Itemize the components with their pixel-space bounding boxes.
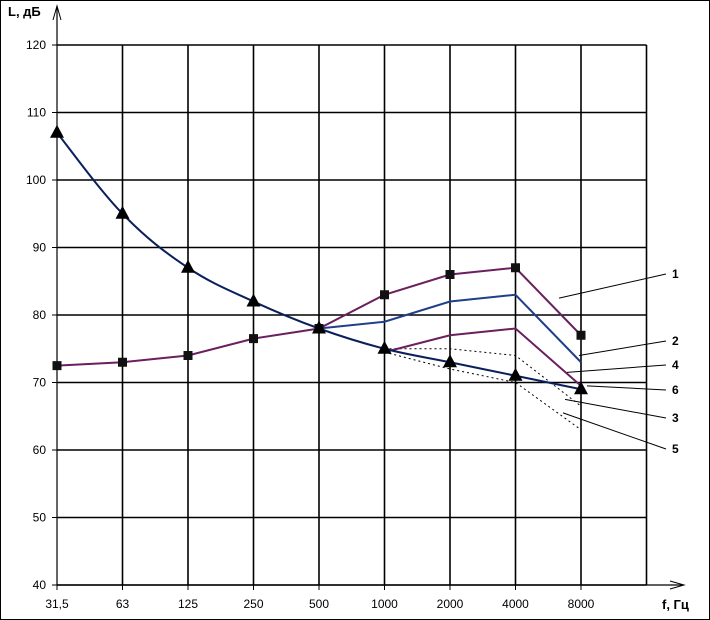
x-axis-title: f, Гц bbox=[662, 597, 689, 612]
leader-line-4 bbox=[566, 364, 667, 373]
marker-square bbox=[52, 361, 62, 371]
y-tick-label: 70 bbox=[33, 376, 47, 390]
marker-square bbox=[445, 270, 455, 279]
series-annotation-4: 4 bbox=[672, 358, 679, 372]
x-tick-label: 63 bbox=[116, 597, 130, 611]
y-tick-label: 120 bbox=[26, 38, 46, 52]
marker-square bbox=[576, 330, 586, 340]
marker-triangle bbox=[50, 124, 64, 138]
series-line-4 bbox=[384, 348, 582, 407]
series-annotation-6: 6 bbox=[672, 383, 679, 397]
y-axis-title: L, дБ bbox=[8, 4, 41, 19]
axes bbox=[52, 4, 686, 590]
y-axis-arrow bbox=[52, 4, 62, 21]
marker-triangle bbox=[115, 205, 130, 219]
x-tick-label: 2000 bbox=[437, 597, 464, 611]
marker-square bbox=[118, 357, 127, 367]
x-tick-label: 8000 bbox=[568, 597, 595, 611]
grid bbox=[57, 44, 648, 586]
x-tick-label: 31,5 bbox=[45, 597, 69, 611]
y-tick-label: 60 bbox=[33, 443, 47, 457]
x-tick-label: 250 bbox=[243, 597, 263, 611]
marker-triangle bbox=[246, 293, 261, 307]
leader-line-1 bbox=[558, 273, 667, 299]
leader-line-2 bbox=[578, 340, 667, 356]
annotation-leaders: 1 2 4 6 3 5 bbox=[558, 267, 679, 456]
series-annotation-2: 2 bbox=[672, 334, 679, 348]
y-tick-label: 40 bbox=[33, 578, 47, 592]
x-tick-label: 500 bbox=[309, 597, 329, 611]
x-tick-label: 125 bbox=[178, 597, 198, 611]
x-axis-arrow bbox=[669, 580, 686, 590]
leader-line-6 bbox=[586, 385, 667, 391]
leader-line-5 bbox=[562, 412, 667, 450]
marker-triangle bbox=[312, 320, 326, 334]
series-line-5 bbox=[384, 351, 582, 431]
series-annotation-5: 5 bbox=[672, 442, 679, 456]
markers-layer bbox=[50, 124, 588, 395]
y-tick-label: 110 bbox=[27, 106, 46, 120]
marker-triangle bbox=[508, 367, 523, 381]
tick-labels: 31,5 63 125 250 500 1000 2000 4000 8000 40 50 60 70 8… bbox=[26, 38, 595, 611]
marker-triangle bbox=[181, 259, 195, 273]
marker-square bbox=[380, 290, 389, 300]
series-line-3 bbox=[384, 327, 582, 387]
y-tick-label: 50 bbox=[33, 511, 47, 525]
marker-triangle bbox=[377, 340, 392, 354]
x-tick-label: 4000 bbox=[502, 597, 529, 611]
leader-line-3 bbox=[564, 398, 667, 419]
series-annotation-1: 1 bbox=[672, 267, 679, 281]
marker-triangle bbox=[574, 381, 588, 395]
marker-square bbox=[183, 351, 193, 360]
y-tick-label: 80 bbox=[33, 308, 47, 322]
series-annotation-3: 3 bbox=[672, 411, 679, 425]
series-line-2 bbox=[318, 293, 582, 363]
marker-square bbox=[511, 263, 520, 273]
marker-triangle bbox=[443, 354, 457, 368]
x-tick-label: 1000 bbox=[371, 597, 398, 611]
marker-square bbox=[249, 334, 258, 344]
y-tick-label: 90 bbox=[33, 241, 47, 255]
y-tick-label: 100 bbox=[26, 173, 46, 187]
